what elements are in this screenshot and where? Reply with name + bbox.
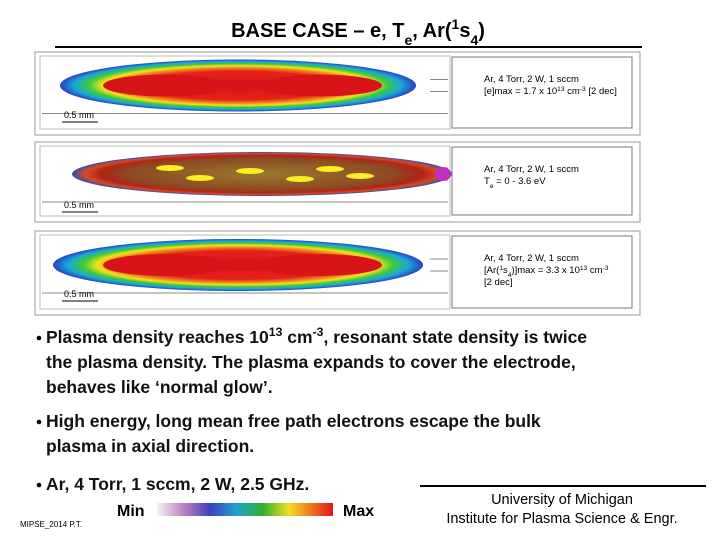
text-run: [Ar( <box>484 265 500 276</box>
text-run: cm <box>565 86 580 97</box>
colorbar-min: Min <box>117 503 145 520</box>
text-run: , resonant state density is twice <box>323 327 587 347</box>
plasma-lobe <box>258 254 382 276</box>
plasma <box>72 152 452 196</box>
scale-label: 0.5 mm <box>64 110 94 120</box>
text-run: the plasma density. The plasma expands t… <box>46 352 576 372</box>
text-run: BASE CASE – e, T <box>231 20 404 42</box>
text-run: 1 <box>499 265 503 272</box>
plasma-hotspot <box>316 166 344 172</box>
plasma-core <box>212 259 272 271</box>
panel-label: Ar, 4 Torr, 2 W, 1 sccm <box>484 253 579 264</box>
text-run: , Ar( <box>412 20 452 42</box>
label-box <box>451 146 633 216</box>
text-run: Plasma density reaches 10 <box>46 327 269 347</box>
text-run: Ar, 4 Torr, 2 W, 1 sccm <box>484 74 579 85</box>
text-run: ) <box>478 20 485 42</box>
text-run: 4 <box>470 32 478 48</box>
panel-label: [Ar(1s4)]max = 3.3 x 1013 cm-3 <box>484 265 609 279</box>
bullet-text: High energy, long mean free path electro… <box>46 411 541 431</box>
bullet-text: the plasma density. The plasma expands t… <box>46 352 576 372</box>
colorbar <box>157 503 333 516</box>
plasma-hotspot <box>186 175 214 181</box>
text-run: plasma in axial direction. <box>46 436 254 456</box>
text-run: 4 <box>508 272 512 279</box>
colorbar-max: Max <box>343 503 374 520</box>
plasma-core <box>212 79 272 92</box>
affiliation: University of Michigan <box>491 492 633 508</box>
text-run: )]max = 3.3 x 10 <box>511 265 579 276</box>
text-run: cm <box>587 265 602 276</box>
text-run: -3 <box>313 325 324 339</box>
panel-label: Ar, 4 Torr, 2 W, 1 sccm <box>484 74 579 85</box>
text-run: High energy, long mean free path electro… <box>46 411 541 431</box>
text-run: Ar, 4 Torr, 2 W, 1 sccm <box>484 253 579 264</box>
panel: 0.5 mm Ar, 4 Torr, 2 W, 1 sccm[e]max = 1.… <box>34 51 641 136</box>
plasma-hotspot <box>236 168 264 174</box>
plasma-lobe <box>103 74 227 97</box>
text-run: e <box>404 32 412 48</box>
text-run: [2 dec] <box>484 277 513 288</box>
text-run: e <box>490 183 494 190</box>
text-run: [2 dec] <box>586 86 617 97</box>
panel-label: Ar, 4 Torr, 2 W, 1 sccm <box>484 164 579 175</box>
panel-label: Te = 0 - 3.6 eV <box>484 176 546 190</box>
text-run: Ar, 4 Torr, 1 sccm, 2 W, 2.5 GHz. <box>46 474 309 494</box>
text-run: behaves like ‘normal glow’. <box>46 377 273 397</box>
credit: MIPSE_2014 P.T. <box>20 520 82 529</box>
plasma-lobe <box>103 254 227 276</box>
text-run: -3 <box>580 86 586 93</box>
text-run: s <box>503 265 508 276</box>
text-run: 13 <box>269 325 283 339</box>
plasma-lobe <box>258 74 382 97</box>
plasma-hotspot <box>286 176 314 182</box>
scale-label: 0.5 mm <box>64 200 94 210</box>
bullet-dot <box>36 335 42 341</box>
text-run: 13 <box>580 265 588 272</box>
text-run: -3 <box>603 265 609 272</box>
bullet-text: plasma in axial direction. <box>46 436 254 456</box>
text-run: s <box>459 20 470 42</box>
panel-label: [e]max = 1.7 x 1013 cm-3 [2 dec] <box>484 86 617 98</box>
affiliation: Institute for Plasma Science & Engr. <box>446 511 677 527</box>
text-run: = 0 - 3.6 eV <box>494 176 547 187</box>
text-run: [e]max = 1.7 x 10 <box>484 86 557 97</box>
bullet-text: Plasma density reaches 1013 cm-3, resona… <box>46 325 587 347</box>
text-run: 1 <box>452 16 460 32</box>
label-box <box>451 56 633 129</box>
bullet-text: Ar, 4 Torr, 1 sccm, 2 W, 2.5 GHz. <box>46 474 309 494</box>
panel: 0.5 mm Ar, 4 Torr, 2 W, 1 sccm[Ar(1s4)]ma… <box>34 230 641 316</box>
text-run: Ar, 4 Torr, 2 W, 1 sccm <box>484 164 579 175</box>
text-run: cm <box>282 327 312 347</box>
panel-label: [2 dec] <box>484 277 513 288</box>
bullet-dot <box>36 482 42 488</box>
label-box <box>451 235 633 309</box>
title: BASE CASE – e, Te, Ar(1s4) <box>231 16 485 48</box>
plasma-edge <box>435 167 451 181</box>
bullet-dot <box>36 419 42 425</box>
plasma-hotspot <box>156 165 184 171</box>
scale-label: 0.5 mm <box>64 289 94 299</box>
bullet-text: behaves like ‘normal glow’. <box>46 377 273 397</box>
texts: BASE CASE – e, Te, Ar(1s4)Plasma density… <box>20 16 678 529</box>
plasma-hotspot <box>346 173 374 179</box>
text-run: 13 <box>557 86 565 93</box>
text-run: T <box>484 176 490 187</box>
